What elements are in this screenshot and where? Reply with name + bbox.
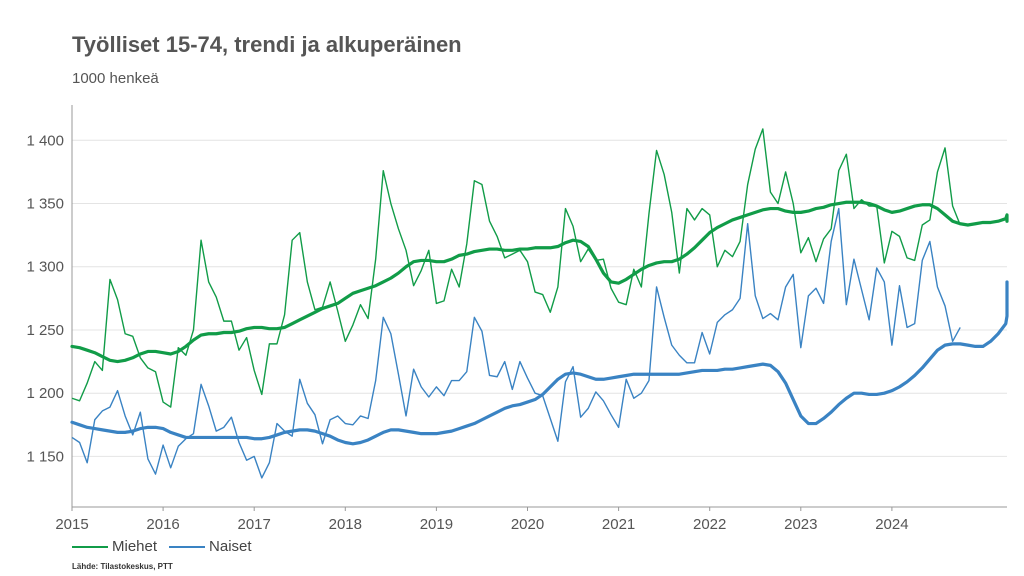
legend-item-naiset: Naiset (169, 538, 252, 555)
legend-label-miehet: Miehet (112, 538, 158, 555)
x-tick-label: 2015 (55, 516, 88, 533)
axes (71, 105, 1007, 511)
chart-title: Työlliset 15-74, trendi ja alkuperäinen (72, 32, 462, 57)
y-tick-label: 1 250 (26, 322, 64, 339)
series-line-naiset (71, 207, 961, 479)
x-tick-label: 2016 (146, 516, 179, 533)
x-tick-label: 2018 (329, 516, 362, 533)
legend-swatch-naiset (169, 545, 206, 548)
y-tick-label: 1 150 (26, 448, 64, 465)
tick-labels: 1 150 1 200 1 250 1 300 1 350 1 400 2015 2016 20… (26, 132, 908, 533)
x-tick-label: 2019 (420, 516, 453, 533)
x-tick-label: 2022 (693, 516, 726, 533)
trend-line-miehet (70, 200, 1009, 364)
trend-line-naiset (70, 280, 1009, 446)
x-tick-label: 2024 (875, 516, 908, 533)
y-tick-label: 1 200 (26, 385, 64, 402)
series-lines (70, 128, 1009, 479)
gridlines (72, 139, 1007, 457)
x-tick-label: 2021 (602, 516, 635, 533)
x-tick-label: 2023 (784, 516, 817, 533)
y-tick-label: 1 400 (26, 132, 64, 149)
source-note: Lähde: Tilastokeskus, PTT (72, 562, 173, 571)
y-tick-label: 1 300 (26, 259, 64, 276)
legend-label-naiset: Naiset (209, 538, 252, 555)
legend-item-miehet: Miehet (72, 538, 157, 555)
chart-subtitle: 1000 henkeä (72, 70, 159, 87)
series-line-miehet (71, 128, 961, 408)
legend-swatch-miehet (72, 545, 108, 548)
legend: Miehet Naiset (72, 538, 264, 555)
x-tick-label: 2017 (238, 516, 271, 533)
x-tick-label: 2020 (511, 516, 544, 533)
y-tick-label: 1 350 (26, 196, 64, 213)
